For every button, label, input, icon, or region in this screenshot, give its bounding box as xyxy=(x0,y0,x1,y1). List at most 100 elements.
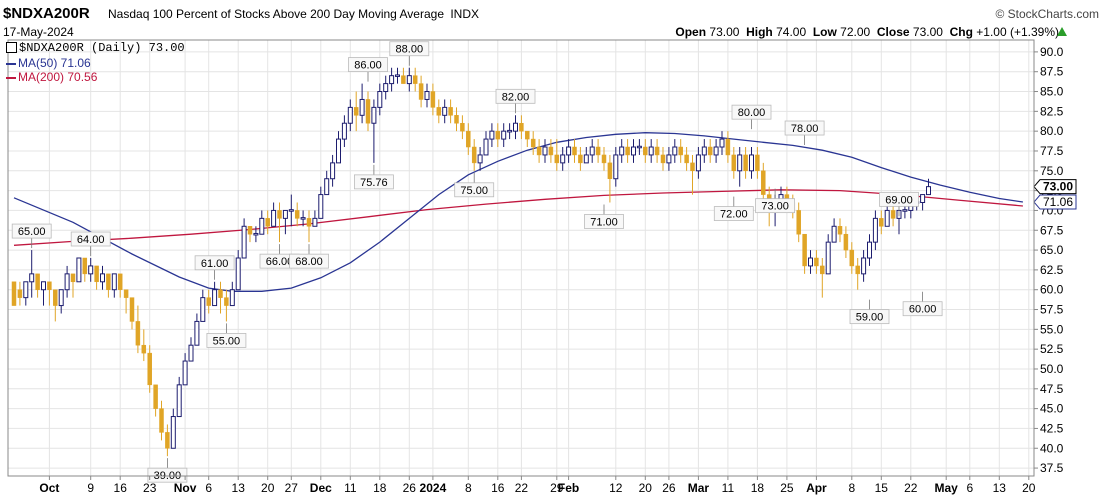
candle xyxy=(153,384,158,417)
candle-body xyxy=(613,154,619,180)
candle-body xyxy=(29,273,35,283)
annotation-label: 61.00 xyxy=(201,258,229,270)
candle-body xyxy=(666,154,672,164)
y-tick-label: 42.5 xyxy=(1040,421,1064,435)
candle xyxy=(572,139,577,163)
candle-body xyxy=(64,273,70,291)
candle xyxy=(176,376,182,418)
candle-body xyxy=(106,273,111,290)
price-annotation: 75.76 xyxy=(353,164,394,190)
candle-body xyxy=(100,273,105,283)
candle xyxy=(88,258,94,282)
candle xyxy=(654,139,660,163)
candle-body xyxy=(607,162,613,179)
y-tick-label: 62.5 xyxy=(1040,263,1064,277)
candle-body xyxy=(525,130,530,140)
candle xyxy=(719,131,725,155)
close-label: Close xyxy=(876,25,910,39)
candle xyxy=(872,210,878,251)
candle xyxy=(165,424,170,457)
candle xyxy=(519,115,524,140)
candle xyxy=(501,123,507,148)
description-text: Nasdaq 100 Percent of Stocks Above 200 D… xyxy=(108,7,444,21)
x-tick-label: 29 xyxy=(550,481,564,495)
x-tick-label: Oct xyxy=(39,481,59,495)
x-tick-label: 9 xyxy=(87,481,94,495)
brand-link[interactable]: © StockCharts.com xyxy=(995,7,1099,21)
candle xyxy=(259,210,265,235)
candle xyxy=(477,147,483,171)
candle xyxy=(324,170,330,196)
candle xyxy=(471,139,477,171)
candle-body xyxy=(707,146,713,156)
candle xyxy=(47,281,52,306)
candle-body xyxy=(170,416,176,449)
candle xyxy=(631,139,636,163)
candle-body xyxy=(825,241,831,275)
candle-body xyxy=(418,83,424,100)
candle xyxy=(648,139,654,163)
ma50-value-tag-text: 71.06 xyxy=(1043,195,1073,209)
candle-body xyxy=(684,154,689,164)
candle xyxy=(29,250,35,298)
candle-body xyxy=(194,320,200,346)
candle xyxy=(636,139,642,155)
candle xyxy=(312,210,318,227)
x-tick-label: 25 xyxy=(780,481,794,495)
price-annotation: 86.00 xyxy=(348,57,388,82)
candle xyxy=(525,130,530,148)
candle-body xyxy=(288,209,294,212)
candle-body xyxy=(672,146,678,156)
candle xyxy=(330,154,336,187)
price-annotation: 75.00 xyxy=(454,172,495,198)
annotation-label: 65.00 xyxy=(18,226,46,238)
candles-layer xyxy=(11,67,931,457)
annotation-label: 68.00 xyxy=(295,256,323,268)
candle xyxy=(802,233,807,274)
candle xyxy=(583,147,589,164)
candle xyxy=(796,202,801,243)
annotation-box xyxy=(879,191,919,207)
y-tick-label: 37.5 xyxy=(1040,461,1064,475)
candle xyxy=(820,258,825,298)
annotation-label: 71.00 xyxy=(590,217,618,229)
x-tick-label: 2024 xyxy=(420,481,447,495)
candle xyxy=(542,139,548,163)
candle xyxy=(713,139,719,163)
candle-body xyxy=(548,146,554,156)
candle-body xyxy=(224,297,229,306)
candle-body xyxy=(76,257,82,283)
ma200-legend-icon xyxy=(6,76,16,79)
candle-body xyxy=(554,154,560,164)
candle-body xyxy=(412,75,418,84)
candle-body xyxy=(578,154,583,164)
y-tick-label: 75.0 xyxy=(1040,164,1064,178)
y-tick-label: 85.0 xyxy=(1040,85,1064,99)
candle xyxy=(460,115,465,140)
candle-body xyxy=(23,281,29,299)
legend-ma50-text: MA(50) 71.06 xyxy=(18,56,91,70)
candle xyxy=(418,75,424,108)
candle-body xyxy=(802,233,807,267)
annotation-box xyxy=(348,57,388,72)
price-annotation: 60.00 xyxy=(902,291,943,317)
chart-date: 17-May-2024 xyxy=(3,25,74,39)
x-tick-label: 20 xyxy=(261,481,275,495)
x-tick-label: 20 xyxy=(639,481,653,495)
annotation-box xyxy=(353,174,394,190)
candle-body xyxy=(159,408,164,433)
candle xyxy=(448,99,453,124)
candle-body xyxy=(271,209,277,227)
candle xyxy=(365,91,371,132)
candle-body xyxy=(660,154,666,164)
candle-body xyxy=(182,360,188,386)
candle-body xyxy=(861,257,867,275)
candle xyxy=(106,273,111,298)
x-tick-label: 15 xyxy=(875,481,889,495)
candle xyxy=(843,226,849,258)
candle xyxy=(253,226,259,243)
candle xyxy=(701,139,707,163)
candle-body xyxy=(206,297,211,306)
candle-body xyxy=(82,257,88,275)
candle-body xyxy=(359,98,365,116)
